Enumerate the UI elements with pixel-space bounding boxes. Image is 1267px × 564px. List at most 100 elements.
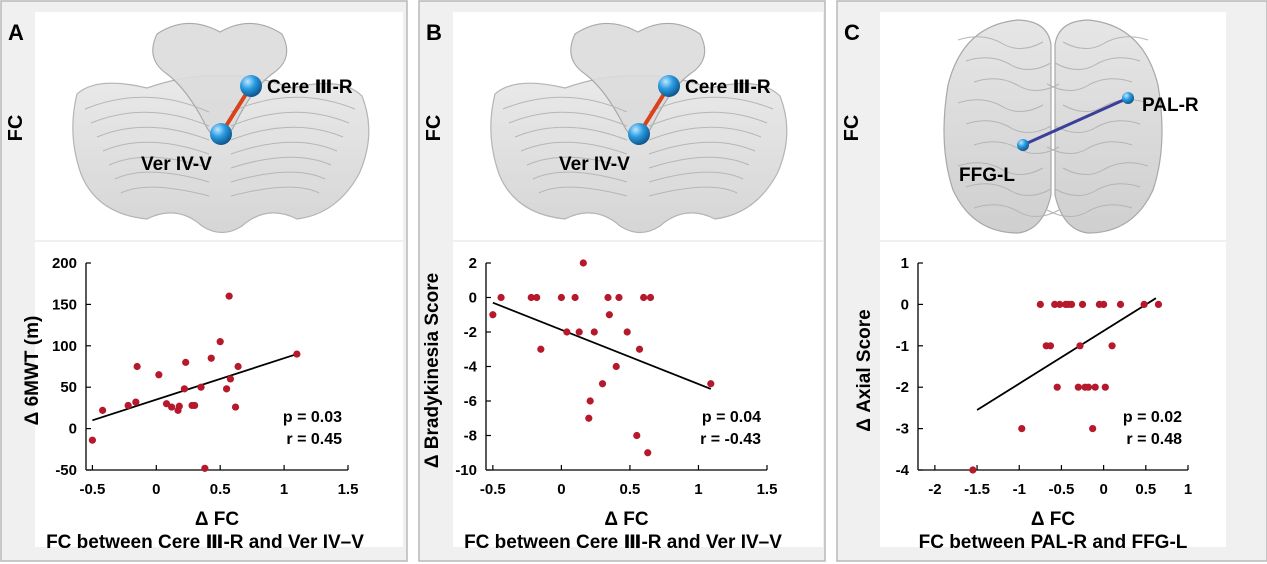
x-tick-label: 1.5 bbox=[757, 481, 778, 498]
node-ffg-l bbox=[1017, 139, 1029, 151]
data-point bbox=[1078, 300, 1087, 308]
left-hemisphere bbox=[943, 19, 1052, 234]
folia-line bbox=[230, 96, 356, 113]
gyrus-line bbox=[965, 57, 1052, 70]
connection-edge bbox=[1022, 96, 1129, 147]
plot-box bbox=[35, 242, 403, 547]
node-cere-iii-r bbox=[658, 75, 680, 97]
regression-line bbox=[92, 353, 298, 422]
y-tick-label: 50 bbox=[60, 379, 77, 396]
gyrus-line bbox=[1062, 162, 1149, 175]
data-point bbox=[1108, 342, 1116, 350]
data-point bbox=[623, 328, 631, 336]
folia-line bbox=[102, 141, 210, 155]
folia-line bbox=[230, 186, 320, 197]
node-label: Ver IV-V bbox=[141, 154, 212, 175]
x-tick-label: 0 bbox=[152, 481, 160, 498]
regression-line bbox=[976, 297, 1157, 411]
data-point bbox=[604, 293, 612, 302]
gyrus-line bbox=[1062, 99, 1149, 112]
folia-line bbox=[84, 96, 210, 113]
y-tick-label: 100 bbox=[52, 338, 77, 355]
data-point bbox=[615, 293, 623, 302]
subtitle: FC between PAL-R and FFG-L bbox=[919, 532, 1188, 553]
data-point bbox=[1018, 425, 1026, 433]
gyrus-line bbox=[957, 99, 1044, 112]
folia-line bbox=[648, 126, 762, 141]
data-point bbox=[644, 449, 652, 457]
data-point bbox=[216, 338, 224, 346]
annotation-r: r = 0.45 bbox=[286, 431, 342, 448]
gyrus-line bbox=[1062, 36, 1149, 49]
y-tick-label: 200 bbox=[52, 255, 77, 272]
node-label: Ver IV-V bbox=[559, 154, 630, 175]
folia-line bbox=[120, 186, 210, 197]
folia-line bbox=[648, 111, 768, 127]
data-point bbox=[590, 328, 598, 336]
y-tick-label: 0 bbox=[901, 296, 909, 313]
folia-line bbox=[108, 156, 210, 169]
data-point bbox=[969, 466, 977, 474]
annotation-p: p = 0.04 bbox=[702, 409, 761, 426]
data-point bbox=[1051, 300, 1059, 308]
data-point bbox=[182, 358, 190, 366]
panel-label: B bbox=[426, 20, 442, 45]
x-tick-label: 1 bbox=[694, 481, 702, 498]
folia-line bbox=[230, 156, 332, 169]
y-tick-label: -4 bbox=[896, 462, 910, 479]
gyrus-line bbox=[973, 204, 1060, 217]
data-point bbox=[1053, 383, 1061, 391]
data-point bbox=[293, 350, 301, 358]
folia-line bbox=[526, 156, 628, 169]
x-axis-label: Δ FC bbox=[604, 509, 649, 530]
data-point bbox=[231, 403, 240, 411]
folia-line bbox=[648, 141, 756, 155]
annotation-r: r = -0.43 bbox=[700, 431, 761, 448]
panel-a: A FC Cere Ⅲ-R Ver IV-V -0.5 0 0.5 1 1.5 -50 0 50 100… bbox=[0, 0, 408, 562]
gyrus-line bbox=[973, 78, 1060, 91]
y-axis-label: Δ Bradykinesia Score bbox=[422, 273, 443, 468]
data-point bbox=[133, 362, 141, 371]
data-point bbox=[1076, 342, 1084, 350]
data-point bbox=[633, 431, 641, 440]
data-point bbox=[222, 385, 231, 393]
x-tick-label: 1.5 bbox=[338, 481, 359, 498]
cerebellum-render bbox=[490, 22, 788, 234]
data-point bbox=[225, 292, 233, 300]
panel-label: C bbox=[844, 20, 860, 45]
data-point bbox=[563, 328, 571, 336]
x-axis-label: Δ FC bbox=[195, 509, 240, 530]
data-point bbox=[201, 464, 209, 472]
annotation-p: p = 0.03 bbox=[283, 409, 342, 426]
data-point bbox=[234, 362, 242, 371]
data-point bbox=[124, 401, 132, 410]
brain-fc-label: FC bbox=[423, 115, 445, 142]
gyrus-line bbox=[965, 120, 1052, 133]
y-tick-label: -2 bbox=[464, 324, 477, 341]
y-tick-label: -4 bbox=[464, 359, 478, 376]
folia-line bbox=[90, 111, 210, 127]
node-ver-iv-v bbox=[628, 123, 650, 145]
folia-line bbox=[532, 171, 628, 183]
data-point bbox=[1046, 342, 1055, 350]
data-point bbox=[1140, 300, 1148, 308]
data-point bbox=[175, 402, 183, 410]
y-tick-label: 2 bbox=[469, 255, 477, 272]
data-point bbox=[612, 362, 620, 371]
node-ver-iv-v bbox=[210, 123, 232, 145]
data-point bbox=[575, 328, 583, 336]
node-label: FFG-L bbox=[959, 165, 1015, 186]
subtitle: FC between Cere Ⅲ-R and Ver IV–V bbox=[464, 532, 782, 553]
folia-line bbox=[114, 171, 210, 183]
data-point bbox=[1084, 383, 1093, 391]
panel-c: C FC PAL-R FFG-L -2 -1.5 -1 -0.5 0 0.5 1 -4 -3 -2 -1 0 1… bbox=[836, 0, 1267, 562]
folia-line bbox=[648, 186, 738, 197]
x-tick-label: 0.5 bbox=[619, 481, 640, 498]
gyrus-line bbox=[1046, 141, 1133, 154]
folia-line bbox=[508, 111, 628, 127]
node-pal-r bbox=[1122, 92, 1134, 104]
right-hemisphere bbox=[1054, 19, 1163, 234]
y-tick-label: 0 bbox=[469, 290, 477, 307]
x-tick-label: -0.5 bbox=[480, 481, 506, 498]
